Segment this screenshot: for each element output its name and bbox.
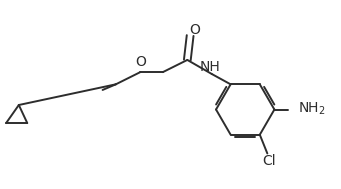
Text: O: O	[135, 55, 146, 69]
Text: NH$_2$: NH$_2$	[298, 100, 326, 117]
Text: Cl: Cl	[263, 154, 276, 168]
Text: O: O	[189, 23, 200, 37]
Text: NH: NH	[199, 60, 220, 74]
